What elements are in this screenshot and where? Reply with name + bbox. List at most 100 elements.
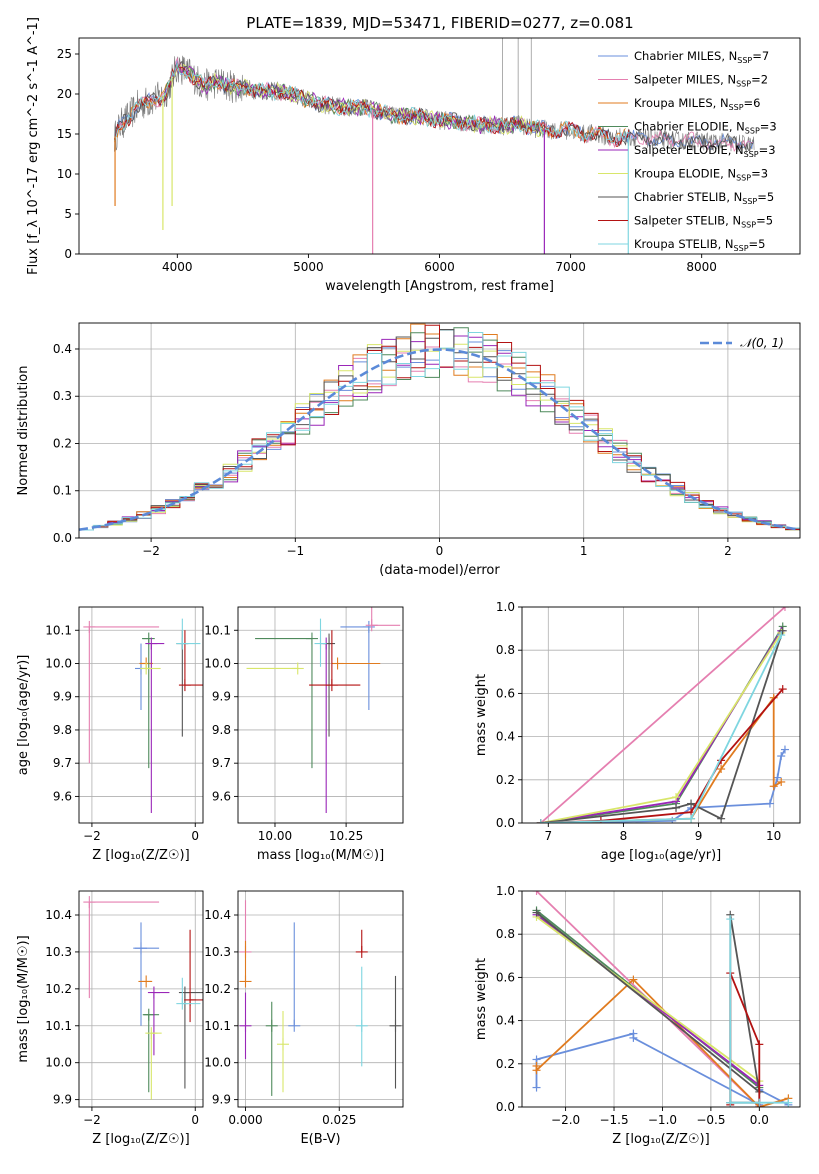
x-tick-label: 7 bbox=[544, 829, 552, 843]
legend-label-kroupa-elodie: Kroupa ELODIE, NSSP=3 bbox=[634, 167, 768, 183]
y-tick-label: 0.4 bbox=[496, 1014, 515, 1028]
series-line bbox=[540, 607, 786, 823]
y-tick-label: 10.1 bbox=[45, 1019, 72, 1033]
x-tick-label: 1 bbox=[580, 544, 588, 558]
x-axis-label: E(B-V) bbox=[300, 1132, 340, 1147]
panel-age-vs-Z: −2 0 9.6 9.7 9.8 9.9 10.0 10.1 Z [log₁₀(Z/Z☉)] ag… bbox=[16, 606, 204, 863]
series-line bbox=[535, 916, 760, 1082]
x-tick-label: 0 bbox=[436, 544, 444, 558]
point-chabrier-elodie bbox=[142, 1008, 160, 1093]
point-kroupa-miles bbox=[138, 975, 153, 988]
legend-label-salpeter-miles: Salpeter MILES, NSSP=2 bbox=[634, 73, 768, 89]
point-kroupa-elodie bbox=[277, 1011, 289, 1093]
point-salpeter-miles bbox=[83, 620, 160, 764]
x-tick-label: 0.025 bbox=[322, 1113, 356, 1127]
point-chabrier-miles bbox=[288, 922, 301, 1032]
series-line bbox=[540, 630, 782, 823]
x-tick-label: −2.0 bbox=[551, 1113, 580, 1127]
x-tick-label: 10 bbox=[766, 829, 781, 843]
series-line bbox=[540, 632, 782, 823]
point-kroupa-elodie bbox=[145, 1027, 162, 1100]
panel-residuals: −2 −1 0 1 2 0.0 0.1 0.2 0.3 0.4 (data-model)/error… bbox=[16, 322, 801, 578]
point-salpeter-stelib bbox=[178, 630, 203, 692]
x-tick-label: −1.5 bbox=[599, 1113, 628, 1127]
y-tick-label: 0.6 bbox=[496, 686, 515, 700]
x-axis-label: age [log₁₀(age/yr)] bbox=[601, 848, 722, 863]
point-chabrier-miles bbox=[133, 922, 160, 1026]
series-line bbox=[729, 972, 761, 1107]
series-line bbox=[540, 625, 784, 823]
series-line bbox=[540, 634, 783, 823]
plot-area bbox=[532, 891, 793, 1107]
y-axis-label: mass weight bbox=[474, 958, 489, 1040]
x-tick-label: 5000 bbox=[293, 260, 324, 274]
point-salpeter-miles bbox=[365, 607, 401, 632]
y-axis-label: Flux [f_λ 10^-17 erg cm^-2 s^-1 A^-1] bbox=[26, 17, 41, 275]
gaussian-curve bbox=[79, 348, 800, 531]
y-tick-label: 0.0 bbox=[53, 531, 72, 545]
y-tick-label: 10 bbox=[57, 167, 72, 181]
axes-frame bbox=[521, 606, 801, 824]
legend-label-salpeter-elodie: Salpeter ELODIE, NSSP=3 bbox=[634, 143, 776, 159]
y-tick-label: 0.3 bbox=[53, 389, 72, 403]
plot-area bbox=[536, 607, 789, 823]
x-tick-label: 10.25 bbox=[329, 829, 363, 843]
point-chabrier-elodie bbox=[265, 1001, 278, 1096]
axes-frame bbox=[78, 890, 204, 1108]
x-tick-label: 0 bbox=[191, 1113, 199, 1127]
x-tick-label: 8000 bbox=[686, 260, 717, 274]
point-chabrier-miles bbox=[340, 620, 375, 711]
x-tick-label: 7000 bbox=[555, 260, 586, 274]
y-tick-label: 5 bbox=[64, 207, 72, 221]
y-tick-label: 10.0 bbox=[204, 1056, 231, 1070]
y-axis-label: mass weight bbox=[474, 674, 489, 756]
y-axis-label: age [log₁₀(age/yr)] bbox=[16, 655, 31, 776]
y-tick-label: 0.6 bbox=[496, 970, 515, 984]
y-tick-label: 0 bbox=[64, 247, 72, 261]
series-kroupa-miles bbox=[536, 693, 786, 823]
y-tick-label: 9.8 bbox=[53, 723, 72, 737]
axes-frame-group: −2 0 9.9 10.0 10.1 10.2 10.3 10.4 Z [log₁₀(Z/Z☉)… bbox=[16, 890, 204, 1147]
point-kroupa-stelib bbox=[314, 618, 327, 667]
point-salpeter-stelib bbox=[355, 929, 368, 958]
point-salpeter-stelib bbox=[309, 630, 361, 692]
x-tick-label: 0 bbox=[191, 829, 199, 843]
y-tick-label: 10.3 bbox=[204, 945, 231, 959]
y-tick-label: 0.8 bbox=[496, 927, 515, 941]
point-kroupa-stelib bbox=[176, 977, 201, 1010]
point-salpeter-stelib bbox=[184, 929, 203, 1023]
y-tick-label: 9.6 bbox=[53, 789, 72, 803]
y-tick-label: 0.4 bbox=[496, 730, 515, 744]
point-chabrier-elodie bbox=[142, 632, 155, 769]
series-kroupa-elodie bbox=[532, 912, 764, 1086]
point-chabrier-stelib bbox=[178, 986, 203, 1089]
plot-area bbox=[79, 323, 800, 531]
plot-area bbox=[83, 618, 203, 814]
y-tick-label: 10.4 bbox=[45, 908, 72, 922]
y-tick-label: 0.4 bbox=[53, 342, 72, 356]
y-tick-label: 10.4 bbox=[204, 908, 231, 922]
figure-title: PLATE=1839, MJD=53471, FIBERID=0277, z=0… bbox=[246, 14, 633, 32]
series-salpeter-miles bbox=[536, 607, 789, 823]
y-tick-label: 0.8 bbox=[496, 643, 515, 657]
plot-area bbox=[83, 896, 203, 1100]
x-axis-label: mass [log₁₀(M/M☉)] bbox=[257, 848, 384, 863]
axes-frame-group: 7 8 9 10 0.0 0.2 0.4 0.6 0.8 1.0 age [log₁₀(age/yr… bbox=[474, 600, 801, 863]
y-tick-label: 10.2 bbox=[204, 982, 231, 996]
y-tick-label: 10.0 bbox=[45, 1056, 72, 1070]
legend-label-kroupa-stelib: Kroupa STELIB, NSSP=5 bbox=[634, 237, 765, 253]
point-kroupa-miles bbox=[239, 940, 252, 988]
x-axis-label: Z [log₁₀(Z/Z☉)] bbox=[612, 1132, 709, 1147]
panel-mass-weight-vs-age: 7 8 9 10 0.0 0.2 0.4 0.6 0.8 1.0 age [log₁₀(age/yr… bbox=[474, 600, 801, 863]
point-salpeter-elodie bbox=[147, 986, 170, 1056]
point-chabrier-miles bbox=[135, 643, 147, 711]
axes-frame bbox=[78, 606, 204, 824]
series-line bbox=[540, 749, 786, 823]
y-tick-label: 9.8 bbox=[212, 723, 231, 737]
y-tick-label: 20 bbox=[57, 87, 72, 101]
y-tick-label: 10.3 bbox=[45, 945, 72, 959]
point-chabrier-elodie bbox=[255, 632, 318, 769]
point-kroupa-miles bbox=[331, 657, 381, 670]
series-kroupa-stelib bbox=[536, 631, 786, 823]
axes-frame bbox=[521, 890, 801, 1108]
